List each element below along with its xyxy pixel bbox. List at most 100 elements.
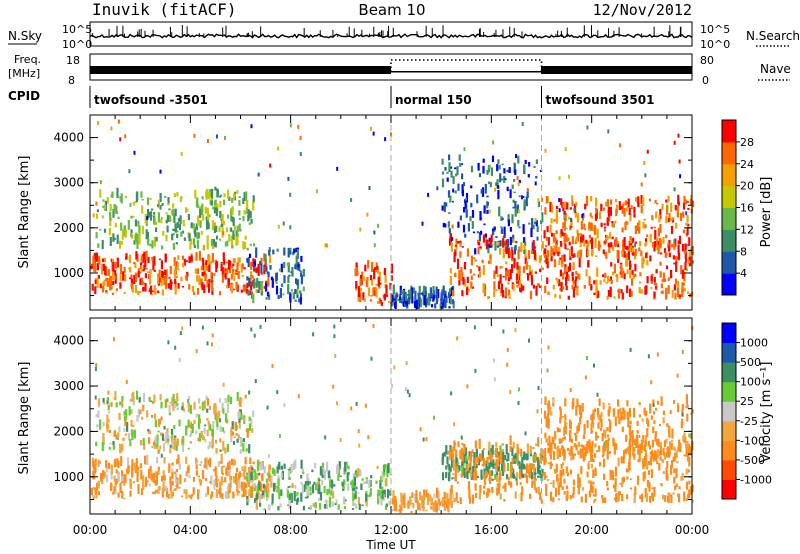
data-cell [603, 241, 606, 244]
data-cell [552, 497, 555, 503]
data-cell [488, 462, 491, 470]
data-cell [300, 255, 303, 262]
data-cell [608, 244, 611, 247]
data-cell [246, 429, 249, 438]
data-cell [545, 475, 548, 479]
data-cell [219, 490, 222, 498]
data-cell [547, 420, 550, 429]
data-cell [459, 215, 462, 221]
data-cell [570, 217, 573, 222]
data-cell [250, 124, 253, 129]
data-cell [545, 438, 548, 443]
data-cell [225, 413, 228, 423]
data-cell [169, 482, 172, 491]
data-cell [153, 217, 156, 225]
data-cell [650, 469, 653, 479]
data-cell [229, 396, 233, 404]
data-cell [513, 162, 516, 173]
data-cell [166, 398, 169, 403]
data-cell [406, 389, 409, 394]
data-cell [172, 403, 175, 411]
data-cell [189, 242, 192, 250]
data-cell [664, 495, 667, 502]
data-cell [588, 480, 591, 484]
data-cell [323, 485, 326, 494]
data-cell [262, 491, 265, 496]
data-cell [155, 227, 158, 232]
data-cell [554, 431, 557, 440]
data-cell [441, 500, 444, 504]
data-cell [506, 239, 509, 248]
data-cell [546, 250, 550, 258]
data-cell [507, 255, 510, 259]
data-cell [125, 253, 128, 260]
data-cell [506, 474, 509, 480]
data-cell [119, 282, 122, 289]
data-cell [689, 486, 693, 495]
data-cell [509, 471, 512, 479]
data-cell [543, 473, 546, 478]
data-cell [570, 456, 573, 461]
data-cell [499, 445, 502, 456]
data-cell [476, 194, 479, 204]
data-cell [469, 268, 472, 274]
data-cell [211, 333, 214, 338]
data-cell [491, 155, 495, 163]
data-cell [677, 446, 680, 451]
data-cell [660, 239, 663, 245]
data-cell [308, 507, 311, 509]
data-cell [304, 496, 307, 499]
data-cell [235, 473, 238, 481]
data-cell [468, 488, 471, 499]
data-cell [482, 448, 485, 450]
data-cell [667, 277, 670, 281]
data-cell [629, 244, 632, 252]
data-cell [475, 464, 478, 469]
data-cell [474, 483, 477, 491]
data-cell [114, 273, 117, 284]
data-cell [622, 202, 625, 206]
data-cell [137, 484, 140, 494]
data-cell [449, 195, 452, 200]
data-cell [614, 220, 617, 224]
data-cell [95, 213, 99, 219]
data-cell [505, 444, 508, 455]
data-cell [288, 499, 291, 509]
data-cell [386, 489, 390, 499]
data-cell [617, 240, 620, 244]
data-cell [422, 495, 425, 501]
data-cell [259, 324, 262, 329]
data-cell [421, 502, 424, 508]
data-cell [232, 268, 235, 271]
data-cell [622, 476, 625, 483]
data-cell [95, 252, 98, 262]
data-cell [350, 198, 353, 202]
data-cell [642, 196, 645, 206]
data-cell [222, 408, 225, 414]
data-cell [136, 241, 139, 249]
data-cell [605, 282, 608, 284]
data-cell [491, 448, 494, 457]
data-cell [511, 250, 514, 260]
data-cell [456, 258, 460, 270]
data-cell [529, 445, 532, 454]
data-cell [390, 264, 393, 273]
data-cell [668, 213, 671, 221]
data-cell [149, 197, 152, 200]
data-cell [546, 368, 549, 373]
data-cell [601, 274, 605, 278]
data-cell [536, 225, 539, 233]
data-cell [254, 498, 257, 503]
data-cell [571, 401, 574, 410]
data-cell [659, 441, 662, 446]
data-cell [473, 471, 476, 475]
data-cell [463, 279, 466, 286]
data-cell [458, 154, 461, 161]
data-cell [113, 475, 116, 482]
data-cell [236, 438, 239, 443]
data-cell [654, 229, 657, 240]
data-cell [531, 480, 534, 488]
data-cell [554, 293, 557, 298]
data-cell [552, 451, 556, 461]
data-cell [484, 237, 487, 246]
